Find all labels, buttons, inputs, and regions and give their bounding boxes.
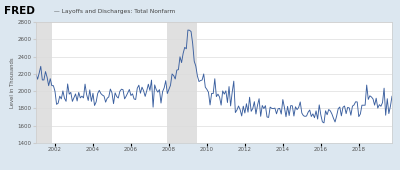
- Bar: [36, 22, 52, 143]
- Text: — Layoffs and Discharges: Total Nonfarm: — Layoffs and Discharges: Total Nonfarm: [52, 8, 175, 14]
- Y-axis label: Level in Thousands: Level in Thousands: [10, 57, 15, 108]
- Bar: [167, 22, 197, 143]
- Text: FRED: FRED: [4, 6, 35, 16]
